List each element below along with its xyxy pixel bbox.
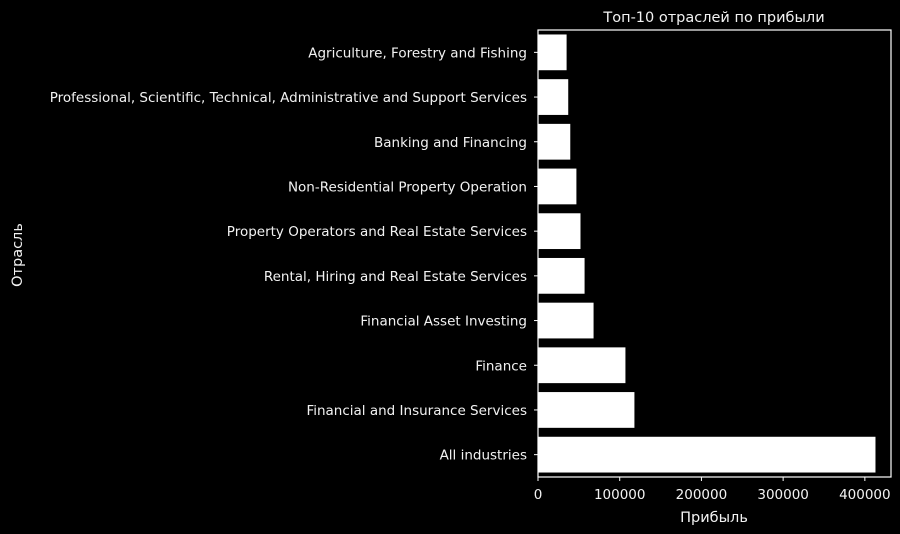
x-axis-label: Прибыль [680, 510, 748, 526]
bar [538, 123, 571, 160]
x-tick-label: 400000 [839, 487, 891, 503]
bar [538, 168, 577, 205]
x-tick-label: 200000 [676, 487, 728, 503]
bar [538, 79, 569, 115]
plot-frame [537, 29, 892, 478]
bar [538, 392, 635, 428]
y-tick-label: Financial and Insurance Services [306, 403, 527, 419]
y-tick-label: Rental, Hiring and Real Estate Services [264, 269, 527, 285]
y-tick-label: Non-Residential Property Operation [288, 179, 527, 195]
bar [538, 436, 876, 473]
x-tick-label: 300000 [757, 487, 809, 503]
y-tick-label: Agriculture, Forestry and Fishing [308, 45, 527, 61]
bar [538, 347, 626, 384]
bar [538, 34, 567, 71]
x-tick-label: 0 [534, 487, 543, 503]
y-axis-label: Отрасль [10, 223, 26, 287]
bar [538, 213, 581, 250]
x-tick-label: 100000 [594, 487, 646, 503]
chart-title: Топ-10 отраслей по прибыли [602, 10, 824, 26]
y-tick-label: Professional, Scientific, Technical, Adm… [50, 90, 527, 106]
y-tick-label: All industries [440, 448, 527, 464]
bar [538, 257, 585, 294]
plot-area: Agriculture, Forestry and Fishing Profess… [50, 29, 892, 503]
y-tick-label: Banking and Financing [374, 135, 527, 151]
y-tick-label: Property Operators and Real Estate Servi… [227, 224, 527, 240]
y-tick-label: Finance [475, 358, 527, 374]
y-tick-label: Financial Asset Investing [360, 314, 527, 330]
bar [538, 302, 594, 339]
